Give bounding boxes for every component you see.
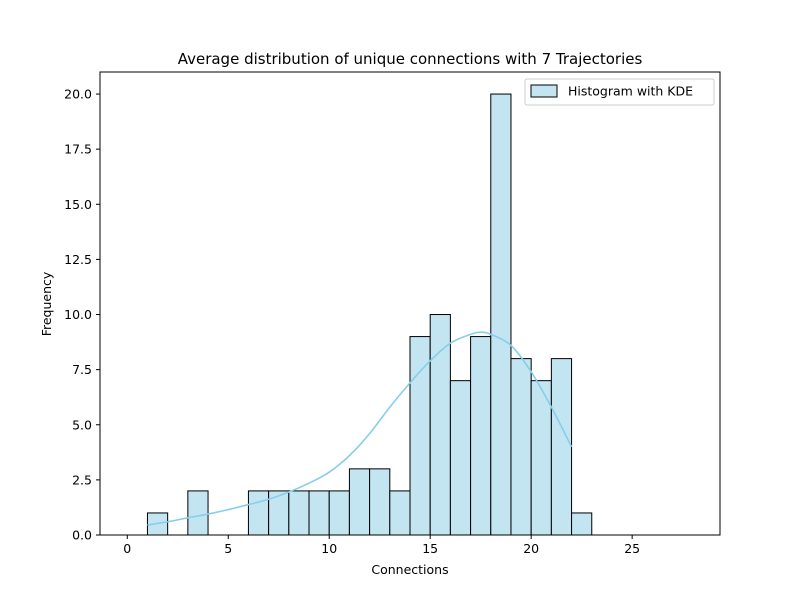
histogram-bar-18	[490, 93, 512, 536]
chart-title: Average distribution of unique connectio…	[178, 50, 643, 68]
histogram-bar-14	[409, 336, 431, 536]
x-axis-label: Connections	[371, 562, 448, 577]
y-tick-label-2.5: 2.5	[72, 472, 92, 487]
x-tick-label-10: 10	[321, 541, 337, 556]
kde-curve	[147, 331, 573, 526]
histogram-bar-6	[247, 490, 270, 536]
legend-label: Histogram with KDE	[568, 84, 693, 99]
histogram-bar-10	[328, 490, 350, 536]
y-axis: 0.0 2.5 5.0 7.5 10.0 12.5 15.0 17.5 20.0	[64, 87, 100, 543]
histogram-bar-13	[389, 490, 411, 536]
axes-frame	[99, 71, 721, 536]
x-tick-label-0: 0	[123, 541, 131, 556]
legend: Histogram with KDE	[524, 78, 715, 106]
legend-swatch	[530, 84, 558, 98]
y-tick-label-10: 10.0	[64, 307, 92, 322]
histogram-bar-8	[288, 490, 310, 536]
histogram-bar-3	[187, 490, 209, 536]
histogram-bar-20	[530, 380, 552, 536]
histogram-bar-22	[571, 512, 593, 536]
histogram-bar-19	[510, 358, 532, 536]
histogram-bar-12	[369, 468, 391, 536]
histogram-bar-21	[550, 358, 573, 536]
x-tick-label-25: 25	[624, 541, 640, 556]
legend-frame	[524, 78, 715, 106]
y-tick-label-15: 15.0	[64, 197, 92, 212]
histogram-bar-9	[308, 490, 330, 536]
y-tick-label-0: 0.0	[72, 528, 92, 543]
x-tick-label-5: 5	[224, 541, 232, 556]
x-axis: 0 5 10 15 20 25	[123, 535, 640, 556]
y-tick-label-7.5: 7.5	[72, 362, 92, 377]
y-tick-label-12.5: 12.5	[64, 252, 92, 267]
x-tick-label-20: 20	[523, 541, 539, 556]
histogram-bar-17	[470, 336, 492, 536]
histogram-bar-15	[429, 314, 451, 536]
plot-area	[99, 71, 721, 536]
y-tick-label-5: 5.0	[72, 417, 92, 432]
y-axis-label: Frequency	[39, 271, 54, 336]
x-tick-label-15: 15	[422, 541, 438, 556]
y-tick-label-17.5: 17.5	[64, 142, 92, 157]
y-tick-label-20: 20.0	[64, 87, 92, 102]
histogram-bar-11	[348, 468, 371, 536]
histogram-bar-16	[449, 380, 472, 536]
